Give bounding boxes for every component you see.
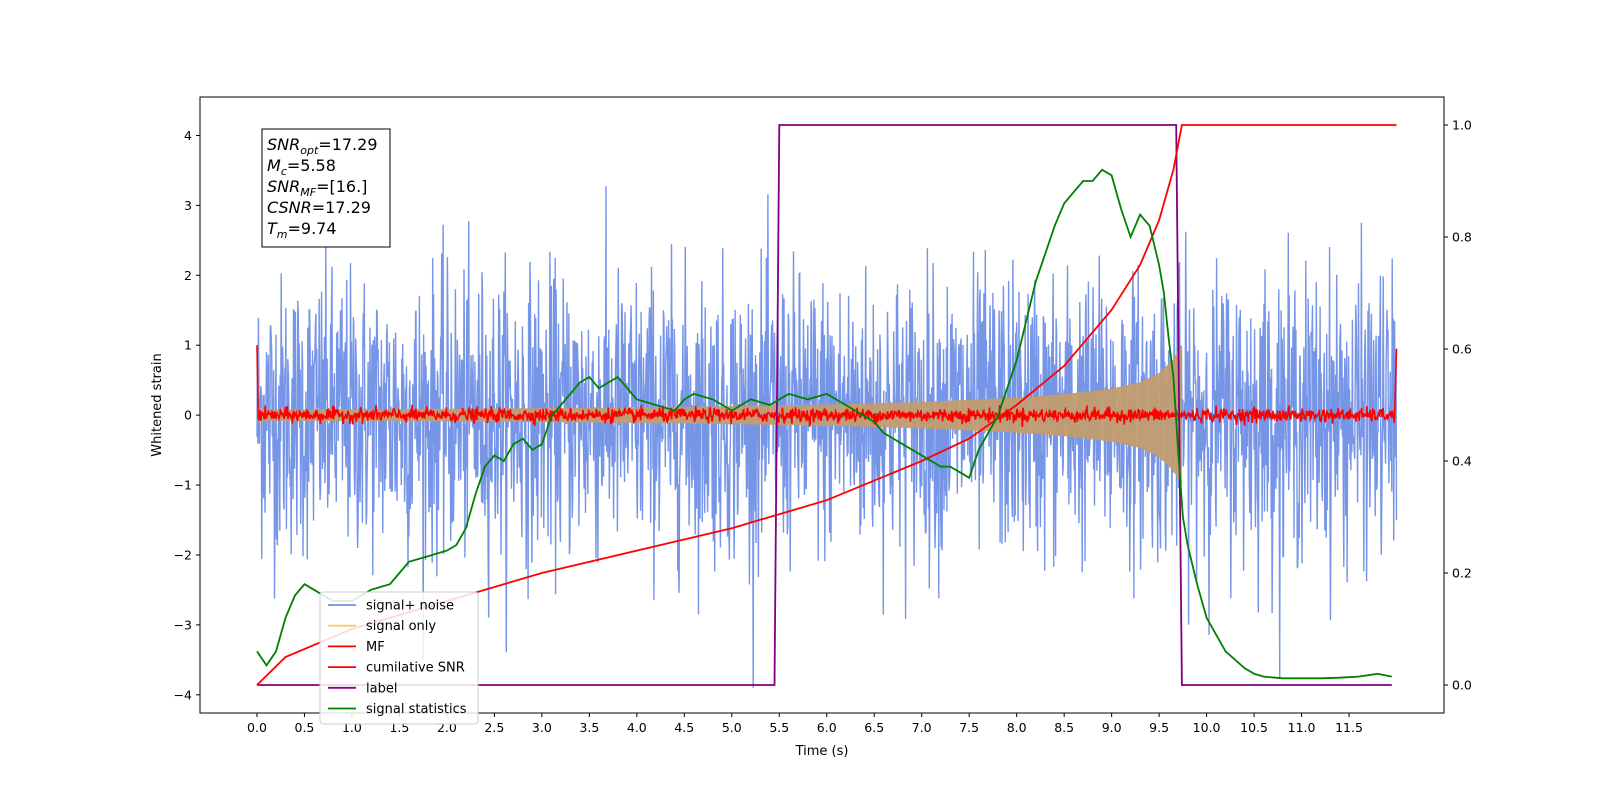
x-tick-label: 3.0 (532, 720, 552, 735)
annotation-value: =17.29 (312, 198, 371, 217)
y-left-tick-label: −1 (174, 478, 192, 493)
y-right-tick-label: 0.6 (1452, 342, 1472, 357)
signal-statistics-line (256, 168, 1392, 680)
x-tick-label: 7.5 (959, 720, 979, 735)
annotation-line: SNRMF=[16.] (267, 177, 367, 199)
annotation-symbol: T (267, 219, 278, 238)
x-tick-label: 6.5 (864, 720, 884, 735)
y-left-tick-label: 3 (184, 198, 192, 213)
legend-label: signal+ noise (366, 599, 454, 614)
annotation-box: SNRopt=17.29Mc=5.58SNRMF=[16.]CSNR=17.29… (261, 128, 391, 248)
x-tick-label: 6.0 (817, 720, 837, 735)
annotation-value: =[16.] (316, 177, 367, 196)
mf-series (256, 345, 1398, 428)
annotation-subscript: c (281, 165, 287, 178)
plot-frame (199, 96, 1445, 714)
annotation-subscript: m (277, 228, 288, 241)
annotation-symbol: SNR (267, 177, 300, 196)
y-right-tick-label: 1.0 (1452, 118, 1472, 133)
annotation-symbol: SNR (267, 135, 300, 154)
legend-label: cumilative SNR (366, 661, 465, 676)
annotation-line: Mc=5.58 (267, 156, 336, 178)
annotation-value: =9.74 (288, 219, 337, 238)
annotation-line: Tm=9.74 (267, 219, 337, 241)
annotation-line: CSNR=17.29 (267, 198, 371, 217)
legend-label: signal statistics (366, 702, 467, 717)
annotation-symbol: CSNR (267, 198, 312, 217)
x-tick-label: 7.0 (912, 720, 932, 735)
x-tick-label: 10.0 (1193, 720, 1221, 735)
x-tick-label: 9.0 (1102, 720, 1122, 735)
legend-label: MF (366, 640, 385, 655)
y-left-tick-label: −2 (174, 547, 192, 562)
x-tick-label: 0.0 (247, 720, 267, 735)
y-right-tick-label: 0.2 (1452, 566, 1472, 581)
y-axis-label: Whitened strain (150, 353, 165, 456)
y-axis-right-ticks: 0.0 0.2 0.4 0.6 0.8 1.0 (1444, 118, 1472, 693)
x-tick-label: 4.5 (674, 720, 694, 735)
annotation-value: =17.29 (318, 135, 377, 154)
x-tick-label: 11.5 (1335, 720, 1363, 735)
y-left-tick-label: 1 (184, 338, 192, 353)
x-tick-label: 5.0 (722, 720, 742, 735)
x-tick-label: 3.5 (579, 720, 599, 735)
x-axis-ticks: 0.0 0.5 1.0 1.5 2.0 2.5 3.0 3.5 4.0 4.5 5.0 5.5 6.0 6… (247, 713, 1363, 735)
annotation-symbol: M (267, 156, 281, 175)
x-tick-label: 10.5 (1240, 720, 1268, 735)
annotation-subscript: opt (300, 144, 319, 157)
mf-line (256, 345, 1398, 428)
annotation-subscript: MF (300, 186, 316, 199)
x-tick-label: 9.5 (1149, 720, 1169, 735)
x-axis-label: Time (s) (795, 744, 849, 759)
x-tick-label: 8.0 (1007, 720, 1027, 735)
y-left-tick-label: 0 (184, 408, 192, 423)
y-right-tick-label: 0.0 (1452, 678, 1472, 693)
y-left-tick-label: 2 (184, 268, 192, 283)
y-right-tick-label: 0.4 (1452, 454, 1472, 469)
label-line (257, 124, 1392, 686)
legend-label: signal only (366, 619, 436, 634)
annotation-frame (261, 128, 391, 248)
x-tick-label: 0.5 (295, 720, 315, 735)
x-tick-label: 8.5 (1054, 720, 1074, 735)
legend: signal+ noise signal only MF cumilative SNR… (319, 591, 479, 725)
y-axis-left-ticks: −4 −3 −2 −1 0 1 2 3 4 (174, 128, 200, 702)
legend-frame (319, 591, 479, 725)
annotation-value: =5.58 (287, 156, 336, 175)
x-tick-label: 5.5 (769, 720, 789, 735)
x-tick-label: 4.0 (627, 720, 647, 735)
x-tick-label: 11.0 (1288, 720, 1316, 735)
x-tick-label: 2.5 (484, 720, 504, 735)
y-right-tick-label: 0.8 (1452, 230, 1472, 245)
y-left-tick-label: −4 (174, 687, 192, 702)
annotation-line: SNRopt=17.29 (267, 135, 378, 157)
legend-label: label (366, 681, 397, 696)
y-left-tick-label: −3 (174, 617, 192, 632)
y-left-tick-label: 4 (184, 128, 192, 143)
